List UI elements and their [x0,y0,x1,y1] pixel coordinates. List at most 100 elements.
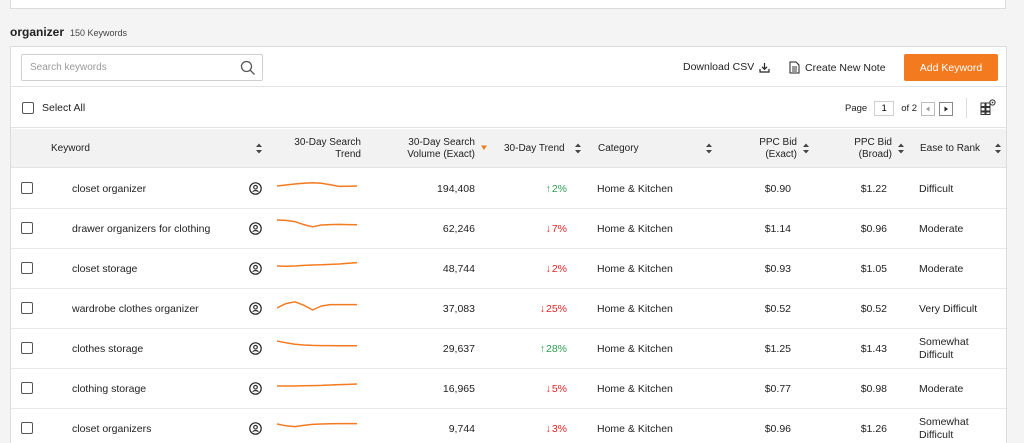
trend-percent-value: 25% [545,302,567,315]
arrow-down-icon: ↓ [545,422,551,435]
create-note-label: Create New Note [805,61,886,74]
page-number-input[interactable] [874,101,895,116]
sort-desc-icon[interactable] [480,145,488,151]
table-header: Keyword 30-Day Search Trend 30-Day Searc… [11,129,1006,168]
arrow-up-icon: ↑ [539,342,545,355]
chevron-right-icon [944,106,949,111]
search-trend-sparkline [277,261,357,267]
sparkline-line [277,340,357,347]
col-trend-percent[interactable]: 30-Day Trend [504,129,584,168]
col-ppc-broad[interactable]: PPC Bid (Broad) [826,129,892,168]
ppc-broad-cell: $1.43 [860,342,887,355]
category-cell: Home & Kitchen [597,182,673,195]
ppc-broad-cell: $1.26 [860,422,887,435]
col-search-trend-line-1: 30-Day Search [294,136,361,148]
table-row[interactable]: clothes storage 29,637 ↑ 28% Home & Kitchen $… [11,329,1006,369]
sort-icon[interactable] [255,143,263,154]
trend-percent-value: 3% [551,422,567,435]
ppc-exact-cell: $0.77 [764,382,791,395]
sparkline-line [277,422,357,428]
col-category[interactable]: Category [598,129,678,168]
col-keyword[interactable]: Keyword [51,129,141,168]
search-icon[interactable] [240,60,256,76]
sort-icon[interactable] [705,143,713,154]
keyword-cell[interactable]: clothes storage [72,342,144,355]
table-row[interactable]: clothing storage 16,965 ↓ 5% Home & Kitchen $… [11,369,1006,409]
product-search-icon[interactable] [249,422,262,435]
ppc-exact-cell: $0.93 [764,262,791,275]
row-checkbox[interactable] [21,342,33,354]
category-cell: Home & Kitchen [597,302,673,315]
ease-to-rank-cell: Somewhat Difficult [919,336,969,361]
keyword-cell[interactable]: clothing storage [72,382,147,395]
keyword-cell[interactable]: closet organizer [72,182,147,195]
col-ease-to-rank[interactable]: Ease to Rank [920,129,990,168]
col-ppc-broad-label: PPC Bid (Broad) [854,137,892,161]
keyword-count: 150 Keywords [70,28,128,38]
sparkline-line [277,219,357,228]
sort-icon[interactable] [574,143,582,154]
select-all-checkbox[interactable] [22,102,34,114]
ppc-exact-cell: $1.25 [764,342,791,355]
toolbar-divider [966,98,967,118]
keyword-cell[interactable]: wardrobe clothes organizer [72,302,199,315]
row-checkbox[interactable] [21,222,33,234]
keyword-cell[interactable]: closet storage [72,262,138,275]
product-search-icon[interactable] [249,222,262,235]
product-search-icon[interactable] [249,182,262,195]
search-trend-sparkline [277,340,357,347]
ppc-exact-cell: $1.14 [764,222,791,235]
toolbar: Download CSV Create New Note Add Keyword [11,47,1006,87]
select-all[interactable]: Select All [22,102,85,114]
ppc-broad-cell: $0.96 [860,222,887,235]
col-search-trend[interactable]: 30-Day Search Trend [279,129,361,168]
sort-icon[interactable] [802,143,810,154]
col-trend-percent-label: 30-Day Trend [504,142,565,154]
next-page-button[interactable] [939,101,954,116]
product-search-icon[interactable] [249,342,262,355]
download-icon [759,62,770,73]
category-cell: Home & Kitchen [597,262,673,275]
col-search-volume[interactable]: 30-Day Search Volume (Exact) [391,129,475,168]
col-category-label: Category [598,142,639,154]
column-settings-icon[interactable] [980,99,996,115]
keyword-cell[interactable]: drawer organizers for clothing [72,222,211,235]
prev-page-button[interactable] [921,101,936,116]
ease-to-rank-cell: Moderate [919,382,964,395]
category-cell: Home & Kitchen [597,382,673,395]
col-ppc-exact[interactable]: PPC Bid (Exact) [731,129,797,168]
download-csv-button[interactable]: Download CSV [683,61,770,73]
heading-keyword: organizer [10,25,65,39]
col-ppc-broad-line-1: PPC Bid [854,136,892,148]
ppc-broad-cell: $0.98 [860,382,887,395]
search-trend-sparkline [277,383,357,387]
create-note-button[interactable]: Create New Note [789,61,886,74]
table-row[interactable]: closet organizer 194,408 ↑ 2% Home & Kitchen… [11,169,1006,209]
ease-to-rank-cell: Difficult [919,182,954,195]
table-row[interactable]: closet organizers 9,744 ↓ 3% Home & Kitchen $… [11,409,1006,443]
add-keyword-button[interactable]: Add Keyword [904,54,998,81]
keywords-panel: Download CSV Create New Note Add Keyword… [10,46,1007,443]
row-checkbox[interactable] [21,262,33,274]
keyword-cell[interactable]: closet organizers [72,422,152,435]
table-row[interactable]: wardrobe clothes organizer 37,083 ↓ 25% Home… [11,289,1006,329]
sparkline-line [277,182,357,188]
pagination: Page of 2 [845,101,954,116]
sort-icon[interactable] [897,143,905,154]
product-search-icon[interactable] [249,382,262,395]
product-search-icon[interactable] [249,302,262,315]
trend-percent-value: 7% [551,222,567,235]
trend-percent-cell: ↓ 3% [501,409,567,443]
trend-percent-cell: ↓ 25% [501,289,567,329]
table-row[interactable]: closet storage 48,744 ↓ 2% Home & Kitchen $0.… [11,249,1006,289]
row-checkbox[interactable] [21,422,33,434]
product-search-icon[interactable] [249,262,262,275]
ppc-exact-cell: $0.96 [764,422,791,435]
search-input[interactable] [21,54,263,81]
row-checkbox[interactable] [21,182,33,194]
search-volume-cell: 16,965 [442,382,475,395]
table-row[interactable]: drawer organizers for clothing 62,246 ↓ 7% H… [11,209,1006,249]
row-checkbox[interactable] [21,382,33,394]
row-checkbox[interactable] [21,302,33,314]
sort-icon[interactable] [994,143,1002,154]
